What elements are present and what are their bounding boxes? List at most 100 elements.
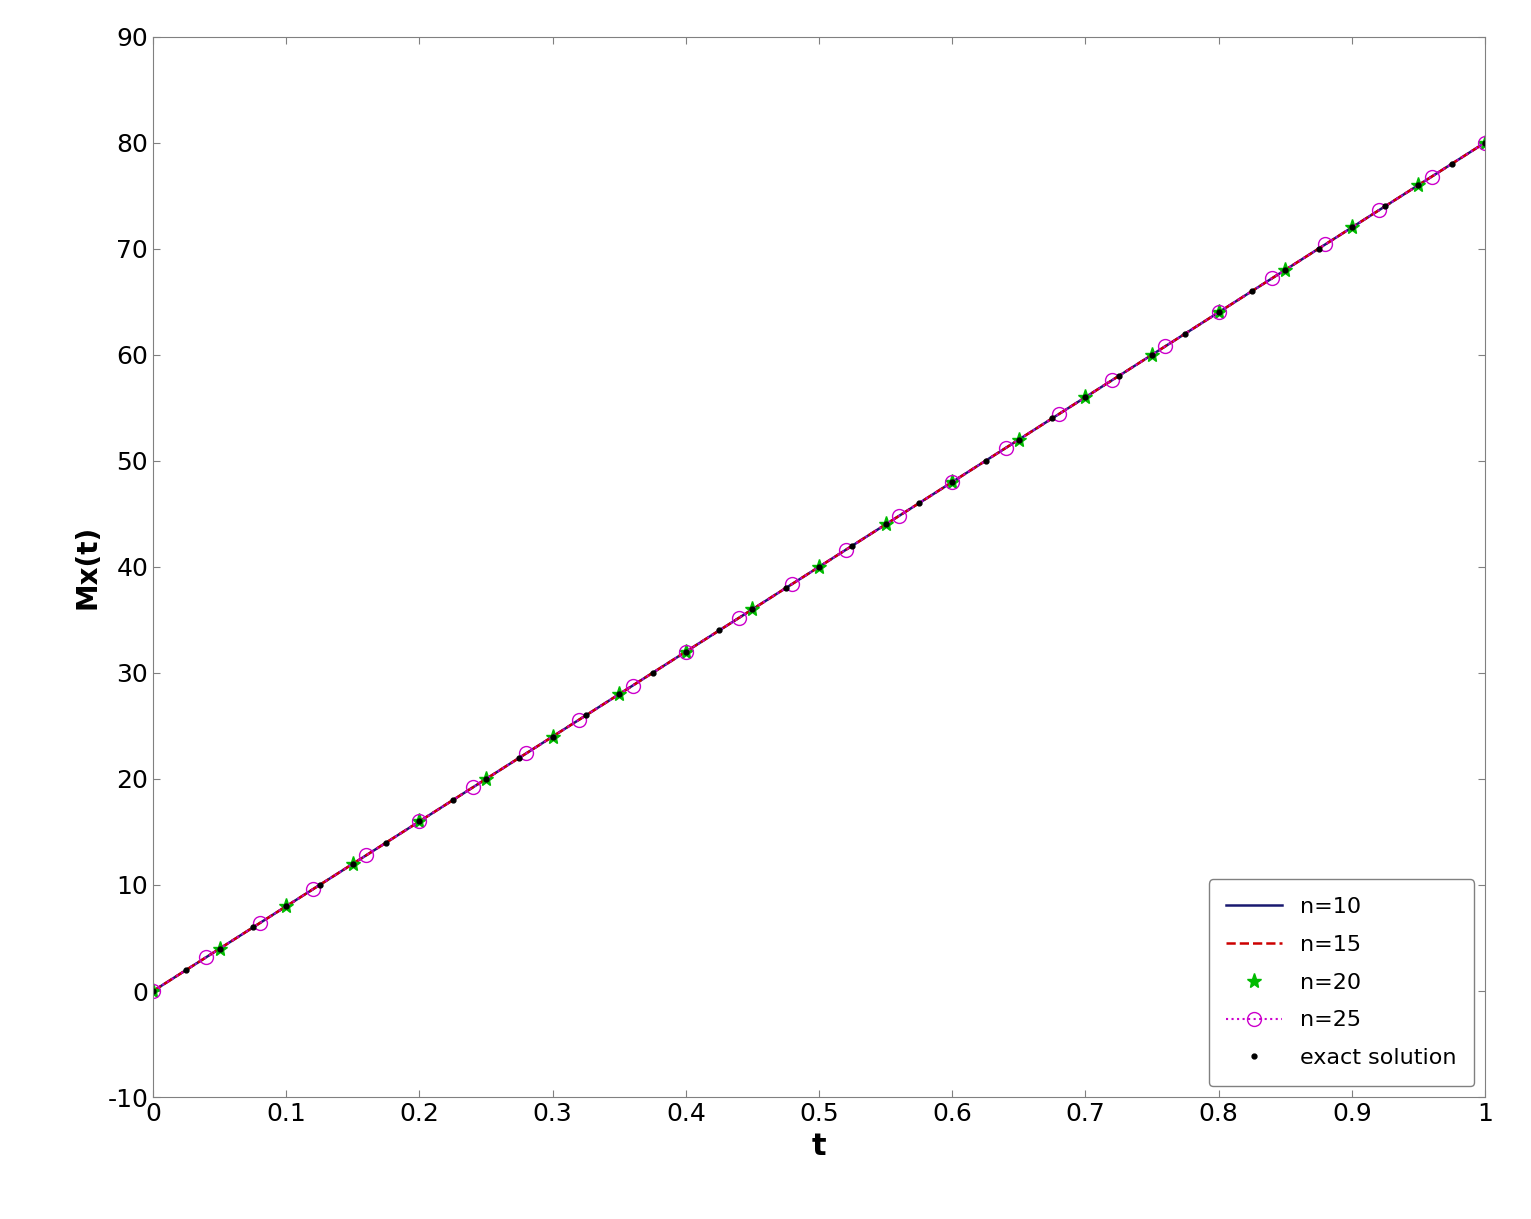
n=20 — [1476, 135, 1494, 150]
exact solution — [1142, 347, 1160, 362]
n=25 — [943, 474, 961, 489]
n=15 — [197, 950, 216, 964]
exact solution — [810, 560, 828, 574]
Legend: n=10, n=15, n=20, n=25, exact solution: n=10, n=15, n=20, n=25, exact solution — [1208, 879, 1474, 1086]
n=25 — [251, 915, 269, 930]
n=15 — [144, 984, 162, 998]
n=25 — [197, 950, 216, 964]
Line: n=15: n=15 — [153, 143, 1485, 991]
exact solution — [643, 666, 661, 680]
Line: n=20: n=20 — [145, 135, 1493, 998]
exact solution — [178, 963, 196, 978]
exact solution — [909, 496, 928, 511]
Line: exact solution: exact solution — [149, 138, 1490, 996]
exact solution — [1277, 262, 1295, 277]
n=15 — [1409, 178, 1427, 193]
n=15 — [1476, 135, 1494, 150]
exact solution — [1243, 284, 1262, 299]
X-axis label: t: t — [811, 1131, 827, 1160]
n=25 — [357, 848, 375, 863]
exact solution — [144, 984, 162, 998]
n=25 — [623, 678, 641, 692]
n=25 — [997, 441, 1015, 456]
exact solution — [1410, 178, 1428, 193]
n=20 — [1076, 390, 1095, 405]
n=25 — [464, 780, 482, 795]
exact solution — [544, 729, 562, 744]
n=25 — [1317, 238, 1335, 252]
n=15 — [499, 758, 517, 773]
exact solution — [710, 623, 729, 638]
n=25 — [1050, 407, 1069, 422]
exact solution — [877, 517, 896, 531]
exact solution — [744, 602, 762, 617]
exact solution — [444, 792, 462, 807]
n=25 — [1369, 204, 1387, 218]
n=20 — [144, 984, 162, 998]
n=20 — [943, 474, 961, 489]
exact solution — [510, 751, 528, 766]
n=25 — [1263, 271, 1281, 285]
n=25 — [517, 746, 536, 761]
n=25 — [1209, 305, 1228, 319]
exact solution — [977, 453, 995, 468]
n=25 — [144, 984, 162, 998]
exact solution — [611, 686, 629, 701]
exact solution — [1442, 156, 1461, 171]
n=10 — [499, 758, 517, 773]
n=10 — [197, 950, 216, 964]
n=20 — [810, 560, 828, 574]
n=10 — [1476, 135, 1494, 150]
exact solution — [478, 772, 496, 786]
n=25 — [1102, 373, 1121, 388]
n=20 — [677, 645, 695, 659]
n=20 — [410, 814, 429, 829]
n=25 — [730, 611, 749, 625]
exact solution — [677, 645, 695, 659]
n=25 — [1422, 169, 1441, 184]
exact solution — [210, 941, 230, 956]
exact solution — [1043, 411, 1061, 425]
exact solution — [1110, 368, 1128, 383]
n=25 — [890, 508, 908, 523]
n=20 — [344, 857, 363, 872]
exact solution — [1209, 305, 1228, 319]
exact solution — [1176, 327, 1194, 341]
n=20 — [1343, 221, 1361, 235]
n=20 — [277, 898, 295, 913]
n=20 — [478, 772, 496, 786]
Line: n=10: n=10 — [153, 143, 1485, 991]
n=20 — [544, 729, 562, 744]
n=20 — [1277, 262, 1295, 277]
n=25 — [784, 577, 802, 591]
n=15 — [1363, 207, 1381, 222]
n=20 — [611, 686, 629, 701]
n=25 — [1476, 135, 1494, 150]
n=25 — [303, 881, 322, 896]
exact solution — [1376, 199, 1395, 213]
n=10 — [392, 826, 410, 841]
n=25 — [677, 645, 695, 659]
Y-axis label: Mx(t): Mx(t) — [73, 524, 101, 610]
exact solution — [776, 580, 795, 595]
n=10 — [224, 933, 242, 947]
n=25 — [1156, 339, 1174, 354]
n=20 — [1142, 347, 1160, 362]
exact solution — [1010, 433, 1029, 447]
exact solution — [377, 835, 395, 850]
n=20 — [1010, 433, 1029, 447]
Line: n=25: n=25 — [145, 135, 1493, 998]
n=10 — [1409, 178, 1427, 193]
n=25 — [570, 712, 588, 727]
n=20 — [877, 517, 896, 531]
n=20 — [744, 602, 762, 617]
exact solution — [277, 898, 295, 913]
n=20 — [1410, 178, 1428, 193]
exact solution — [1343, 221, 1361, 235]
n=10 — [1363, 207, 1381, 222]
n=20 — [210, 941, 230, 956]
exact solution — [1076, 390, 1095, 405]
exact solution — [410, 814, 429, 829]
n=25 — [410, 814, 429, 829]
exact solution — [311, 878, 329, 892]
